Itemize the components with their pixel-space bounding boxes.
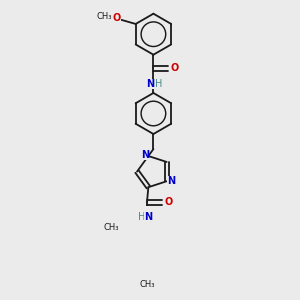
Text: N: N [167,176,175,186]
Text: CH₃: CH₃ [139,280,155,289]
Text: H: H [155,79,163,89]
Text: O: O [170,63,179,74]
Text: O: O [112,14,121,23]
Text: N: N [144,212,152,222]
Text: N: N [141,150,149,160]
Text: CH₃: CH₃ [104,223,119,232]
Text: H: H [138,212,145,222]
Text: N: N [146,79,154,89]
Text: CH₃: CH₃ [97,12,112,21]
Text: O: O [164,197,172,207]
